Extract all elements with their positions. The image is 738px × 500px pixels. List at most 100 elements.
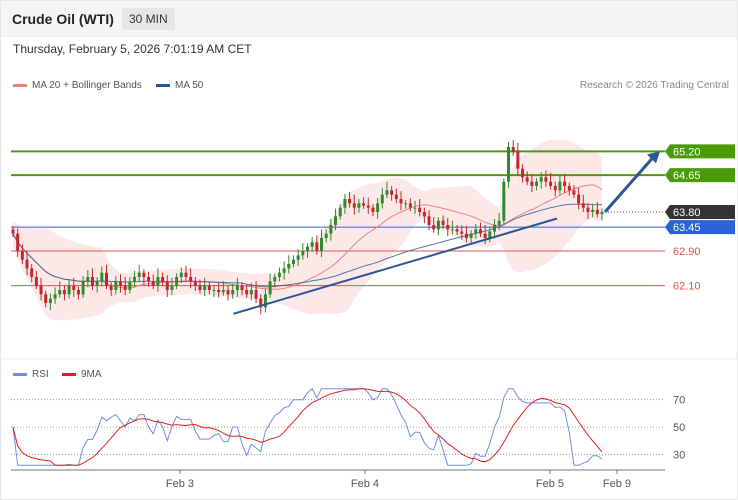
candle bbox=[11, 225, 15, 238]
x-tick-label: Feb 9 bbox=[603, 478, 631, 490]
timeframe-button[interactable]: 30 MIN bbox=[122, 8, 175, 30]
level-tag-65.20 bbox=[665, 144, 735, 159]
candle bbox=[385, 181, 389, 199]
rsi-label: RSI bbox=[32, 369, 49, 380]
candle bbox=[226, 285, 230, 301]
candle bbox=[170, 277, 174, 296]
candle bbox=[240, 282, 244, 296]
level-tag-64.65 bbox=[665, 168, 735, 183]
support-trendline bbox=[233, 217, 558, 315]
candle bbox=[156, 268, 160, 292]
candle bbox=[450, 220, 454, 235]
candle bbox=[446, 218, 450, 237]
candle bbox=[376, 198, 380, 219]
candle bbox=[259, 294, 263, 315]
candle bbox=[151, 274, 155, 290]
level-label-62.10: 62.10 bbox=[673, 281, 701, 293]
candle bbox=[235, 277, 239, 297]
ma9-swatch bbox=[62, 372, 76, 376]
candle bbox=[535, 178, 539, 191]
level-label-64.65: 64.65 bbox=[673, 170, 701, 182]
candle bbox=[273, 273, 277, 288]
candle bbox=[394, 188, 398, 204]
candle bbox=[287, 255, 291, 274]
projection-arrow-head bbox=[647, 151, 660, 164]
candle bbox=[282, 261, 286, 280]
candle bbox=[175, 273, 179, 290]
candle bbox=[581, 194, 585, 212]
candles-layer bbox=[11, 140, 604, 315]
candle bbox=[329, 218, 333, 241]
x-tick-label: Feb 5 bbox=[536, 478, 564, 490]
candle bbox=[469, 230, 473, 245]
candle bbox=[521, 164, 525, 183]
candle bbox=[203, 277, 207, 297]
candle bbox=[516, 142, 520, 176]
candle bbox=[320, 229, 324, 258]
candle bbox=[549, 173, 553, 190]
chart-header: Crude Oil (WTI) 30 MIN bbox=[1, 1, 737, 37]
candle bbox=[497, 212, 501, 231]
candle bbox=[436, 217, 440, 236]
rsi-level-label-50: 50 bbox=[673, 422, 685, 434]
candle bbox=[413, 200, 417, 214]
candle bbox=[189, 268, 193, 289]
candle bbox=[357, 199, 361, 213]
candle bbox=[432, 217, 436, 233]
candle bbox=[474, 224, 478, 239]
rsi-line bbox=[12, 387, 603, 466]
instrument-title: Crude Oil (WTI) bbox=[12, 11, 114, 27]
candle bbox=[577, 187, 581, 210]
candle bbox=[133, 270, 137, 288]
candle bbox=[53, 287, 57, 304]
candle bbox=[591, 203, 595, 218]
candle bbox=[464, 225, 468, 243]
candle bbox=[95, 277, 99, 293]
candle bbox=[525, 171, 529, 186]
candle bbox=[324, 229, 328, 243]
candle bbox=[404, 199, 408, 209]
candle bbox=[142, 269, 146, 284]
candle bbox=[198, 279, 202, 294]
candle bbox=[114, 276, 118, 295]
ma20-swatch bbox=[13, 83, 27, 87]
candle bbox=[277, 267, 281, 282]
candle bbox=[418, 199, 422, 217]
level-label-65.20: 65.20 bbox=[673, 146, 701, 158]
ma50-label: MA 50 bbox=[175, 80, 204, 91]
candle bbox=[371, 204, 375, 217]
rsi-level-label-30: 30 bbox=[673, 449, 685, 461]
candle bbox=[544, 170, 548, 187]
candle bbox=[539, 172, 543, 189]
candle bbox=[334, 208, 338, 231]
x-tick-label: Feb 4 bbox=[351, 478, 379, 490]
candle bbox=[119, 274, 123, 293]
candle bbox=[595, 202, 599, 218]
candle bbox=[427, 210, 431, 231]
candle bbox=[422, 207, 426, 224]
level-tag-63.45 bbox=[665, 220, 735, 235]
rsi-ma-line bbox=[12, 388, 603, 466]
rsi-panel: 70 50 30 bbox=[11, 387, 685, 466]
legend-rsi: RSI bbox=[13, 369, 49, 380]
candle bbox=[100, 266, 104, 287]
candle bbox=[123, 277, 127, 296]
candle bbox=[39, 277, 43, 301]
candle bbox=[567, 182, 571, 196]
candle bbox=[291, 255, 295, 268]
candle bbox=[343, 193, 347, 214]
candle bbox=[306, 243, 309, 258]
candle bbox=[563, 173, 567, 193]
candle bbox=[390, 186, 394, 201]
candle bbox=[488, 227, 492, 243]
candle bbox=[104, 264, 108, 290]
rsi-level-label-70: 70 bbox=[673, 395, 685, 407]
price-levels-layer bbox=[11, 150, 665, 287]
candle bbox=[249, 283, 253, 301]
candle bbox=[483, 225, 487, 245]
candle bbox=[492, 218, 496, 239]
candle bbox=[207, 282, 211, 295]
candle bbox=[34, 270, 38, 290]
candle bbox=[572, 185, 576, 199]
candle bbox=[147, 271, 151, 287]
